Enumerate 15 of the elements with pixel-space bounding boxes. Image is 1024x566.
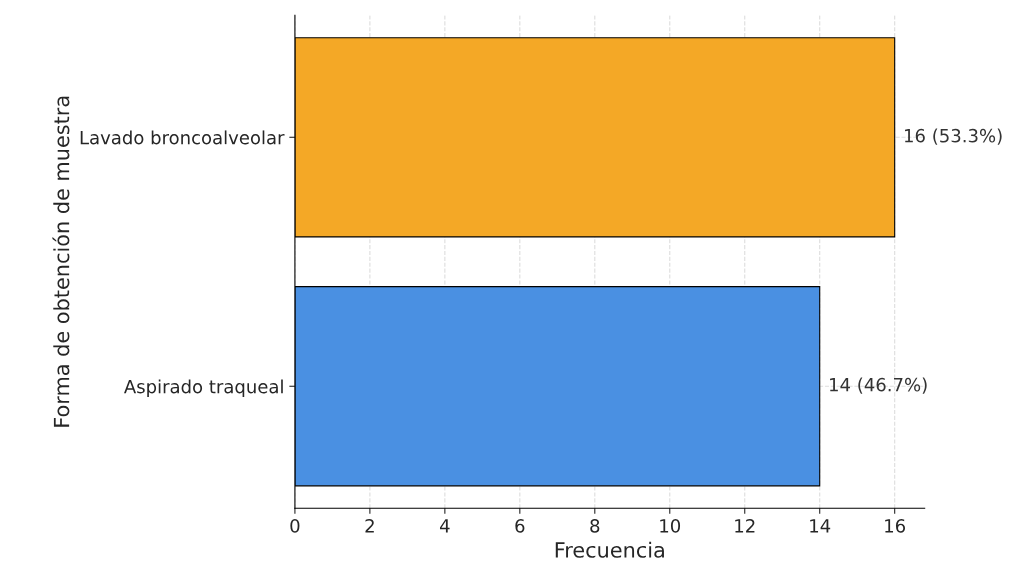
- x-tick-label: 8: [590, 519, 600, 533]
- x-tick-label: 16: [885, 519, 906, 533]
- x-tick-label: 2: [365, 519, 374, 533]
- x-tick-label: 10: [660, 519, 681, 533]
- x-tick-label: 0: [290, 519, 300, 533]
- x-tick-label: 14: [810, 519, 831, 533]
- x-tick-label: 12: [735, 519, 755, 533]
- data-label: 14 (46.7%): [830, 377, 927, 394]
- y-axis-title: Forma de obtención de muestra: [52, 96, 70, 427]
- y-tick-label: Aspirado traqueal: [124, 379, 283, 397]
- x-tick-label: 4: [439, 519, 450, 533]
- x-axis-title: Frecuencia: [555, 541, 664, 558]
- y-tick-label: Lavado broncoalveolar: [80, 130, 285, 145]
- x-tick-label: 6: [515, 519, 525, 533]
- data-label: 16 (53.3%): [905, 128, 1002, 145]
